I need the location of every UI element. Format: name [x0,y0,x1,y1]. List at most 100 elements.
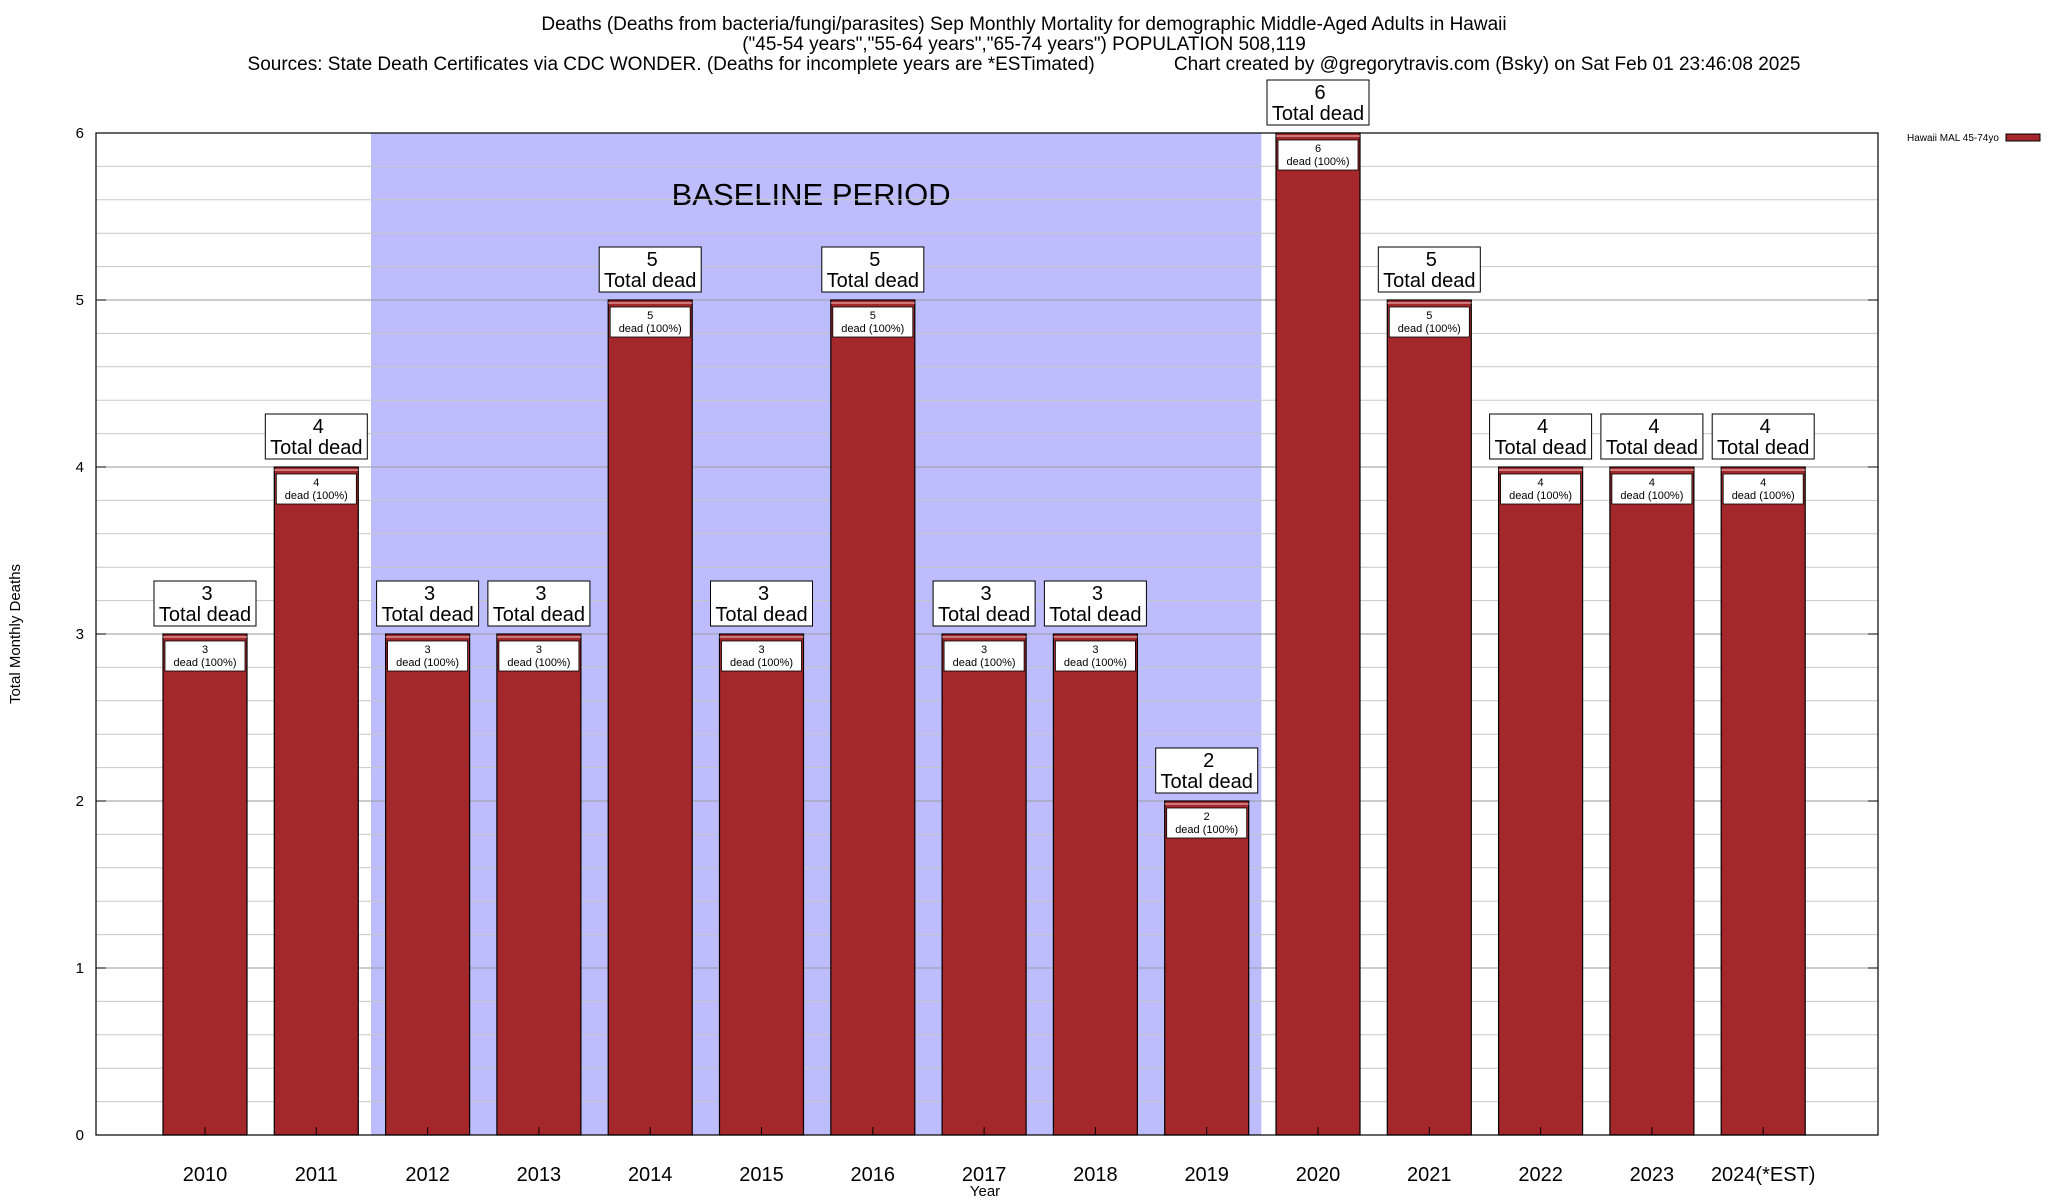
bar-top-label-text: Total dead [1272,103,1364,125]
chart-title-line-3: Sources: State Death Certificates via CD… [247,54,1801,75]
bar-inner-label-text: dead (100%) [507,657,570,669]
bar-inner-label-value: 4 [313,477,319,489]
bar-top-label-text: Total dead [827,270,919,292]
bar-top-label-value: 3 [1092,583,1103,605]
x-tick-label-2022: 2022 [1518,1164,1563,1186]
bar-top-label-value: 5 [1426,249,1437,271]
bar-inner-label-box [387,640,469,672]
bar-top-label-text: Total dead [1494,437,1586,459]
bar-inner-label-box [1055,640,1136,672]
bar-2017 [941,633,1027,1136]
bar-2010 [162,633,248,1136]
bar-inner-label-box [1500,473,1581,505]
bar-inner-label-box [1166,807,1248,839]
bar-top-label-box [932,580,1036,627]
x-tick-label-2013: 2013 [517,1164,562,1186]
bar-top-label-box [153,580,257,627]
bar-inner-label-text: dead (100%) [1620,490,1683,502]
y-tick-label-2: 2 [76,793,84,810]
x-tick-label-2020: 2020 [1296,1164,1341,1186]
bar-inner-label-value: 3 [536,644,542,656]
bar-2024(*EST) [1720,466,1806,1136]
y-tick-label-1: 1 [76,960,84,977]
bar-inner-label-value: 5 [1426,310,1432,322]
bar-top-label-value: 3 [535,583,546,605]
bar-top-label-text: Total dead [381,604,473,626]
bar-top-label-box [598,246,702,293]
y-tick-label-3: 3 [76,626,84,643]
y-tick-label-5: 5 [76,292,84,309]
bar-top-label-box [264,413,368,460]
bar-2015 [718,633,805,1136]
bar-inner-label-text: dead (100%) [1509,490,1572,502]
bar-inner-label-text: dead (100%) [396,657,459,669]
chart-title-line-1: Deaths (Deaths from bacteria/fungi/paras… [541,14,1507,35]
x-axis-title: Year [970,1183,1000,1200]
bar-top-label-box [1155,747,1259,794]
bar-top-label-box [710,580,813,627]
x-tick-label-2021: 2021 [1407,1164,1452,1186]
bar-2012 [385,633,471,1136]
bar-inner-label-box [943,640,1025,672]
y-tick-label-4: 4 [76,459,84,476]
bar-top-label-text: Total dead [159,604,251,626]
bar-inner-label-box [721,640,802,672]
bar-top-label-value: 3 [201,583,212,605]
bar-inner-label-text: dead (100%) [1064,657,1127,669]
bar-inner-label-text: dead (100%) [841,323,904,335]
bar-inner-label-text: dead (100%) [285,490,348,502]
bar-inner-label-text: dead (100%) [174,657,237,669]
bar-2014 [607,299,693,1136]
x-tick-label-2017: 2017 [962,1164,1007,1186]
bar-top-label-text: Total dead [1717,437,1809,459]
chart-title-line-2: ("45-54 years","55-64 years","65-74 year… [742,34,1306,55]
bar-top-label-text: Total dead [1161,771,1253,793]
x-tick-label-2023: 2023 [1630,1164,1675,1186]
bar-top-label-text: Total dead [1606,437,1698,459]
x-tick-label-2024(*EST): 2024(*EST) [1711,1164,1816,1186]
x-tick-label-2012: 2012 [405,1164,450,1186]
bar-inner-label-value: 3 [758,644,764,656]
bar-top-label-box [487,580,591,627]
bar-2019 [1164,800,1250,1136]
bar-inner-label-text: dead (100%) [1732,490,1795,502]
bar-2021 [1386,299,1472,1136]
bar-top-label-box [1600,413,1704,460]
bar-2023 [1609,466,1695,1136]
bar-inner-label-box [275,473,357,505]
baseline-period-label: BASELINE PERIOD [672,177,951,212]
bar-top-label-text: Total dead [604,270,696,292]
bar-inner-label-box [609,306,691,338]
bar-top-label-box [1489,413,1593,460]
bar-inner-label-value: 4 [1760,477,1766,489]
bar-inner-label-text: dead (100%) [619,323,682,335]
bar-inner-label-box [1277,139,1359,171]
bar-top-label-box [1043,580,1147,627]
bar-top-label-box [1266,79,1370,126]
legend-swatch [2005,133,2041,142]
x-tick-label-2011: 2011 [295,1164,338,1186]
bar-top-label-value: 6 [1314,82,1325,104]
bar-top-label-value: 4 [313,416,324,438]
bar-inner-label-box [832,306,914,338]
